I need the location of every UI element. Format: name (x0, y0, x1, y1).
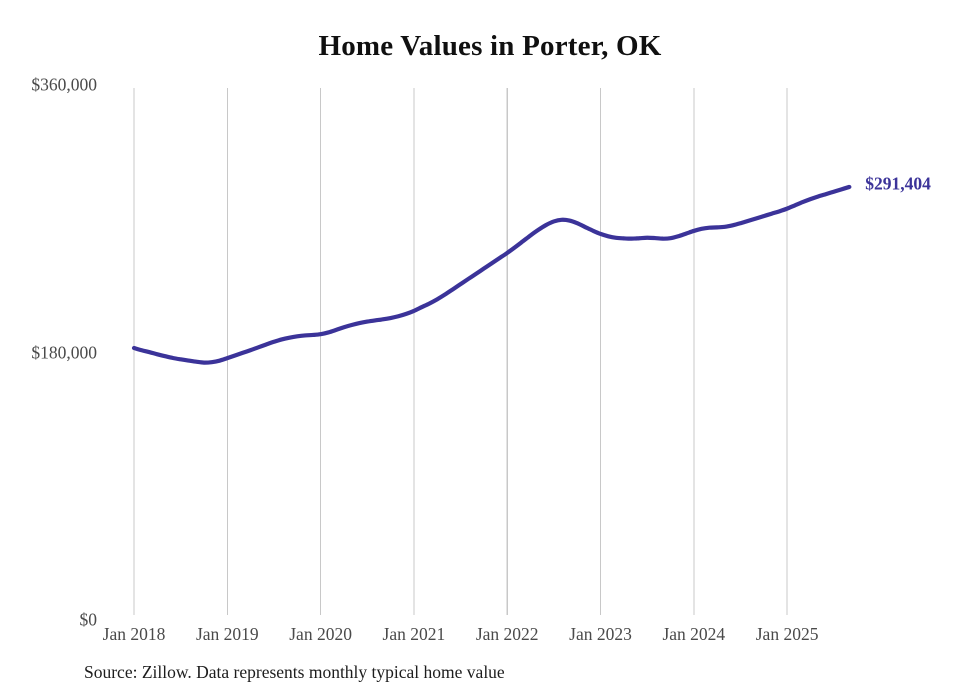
series-line-home-value (131, 184, 852, 365)
y-tick-label: $0 (79, 609, 98, 630)
chart-title: Home Values in Porter, OK (318, 30, 662, 62)
x-tick-label: Jan 2022 (475, 624, 539, 644)
x-tick-label: Jan 2018 (102, 624, 166, 644)
x-tick-label: Jan 2025 (755, 624, 819, 644)
x-tick-label: Jan 2020 (289, 624, 352, 644)
x-tick-label: Jan 2021 (382, 624, 446, 644)
y-tick-label: $180,000 (31, 342, 97, 362)
x-tick-label: Jan 2023 (569, 624, 632, 644)
y-tick-label: $360,000 (31, 74, 97, 95)
gridlines (133, 88, 788, 615)
x-tick-label: Jan 2024 (662, 624, 726, 644)
source-note: Source: Zillow. Data represents monthly … (84, 662, 505, 682)
end-value-label: $291,404 (865, 173, 931, 194)
x-tick-label: Jan 2019 (195, 624, 259, 644)
